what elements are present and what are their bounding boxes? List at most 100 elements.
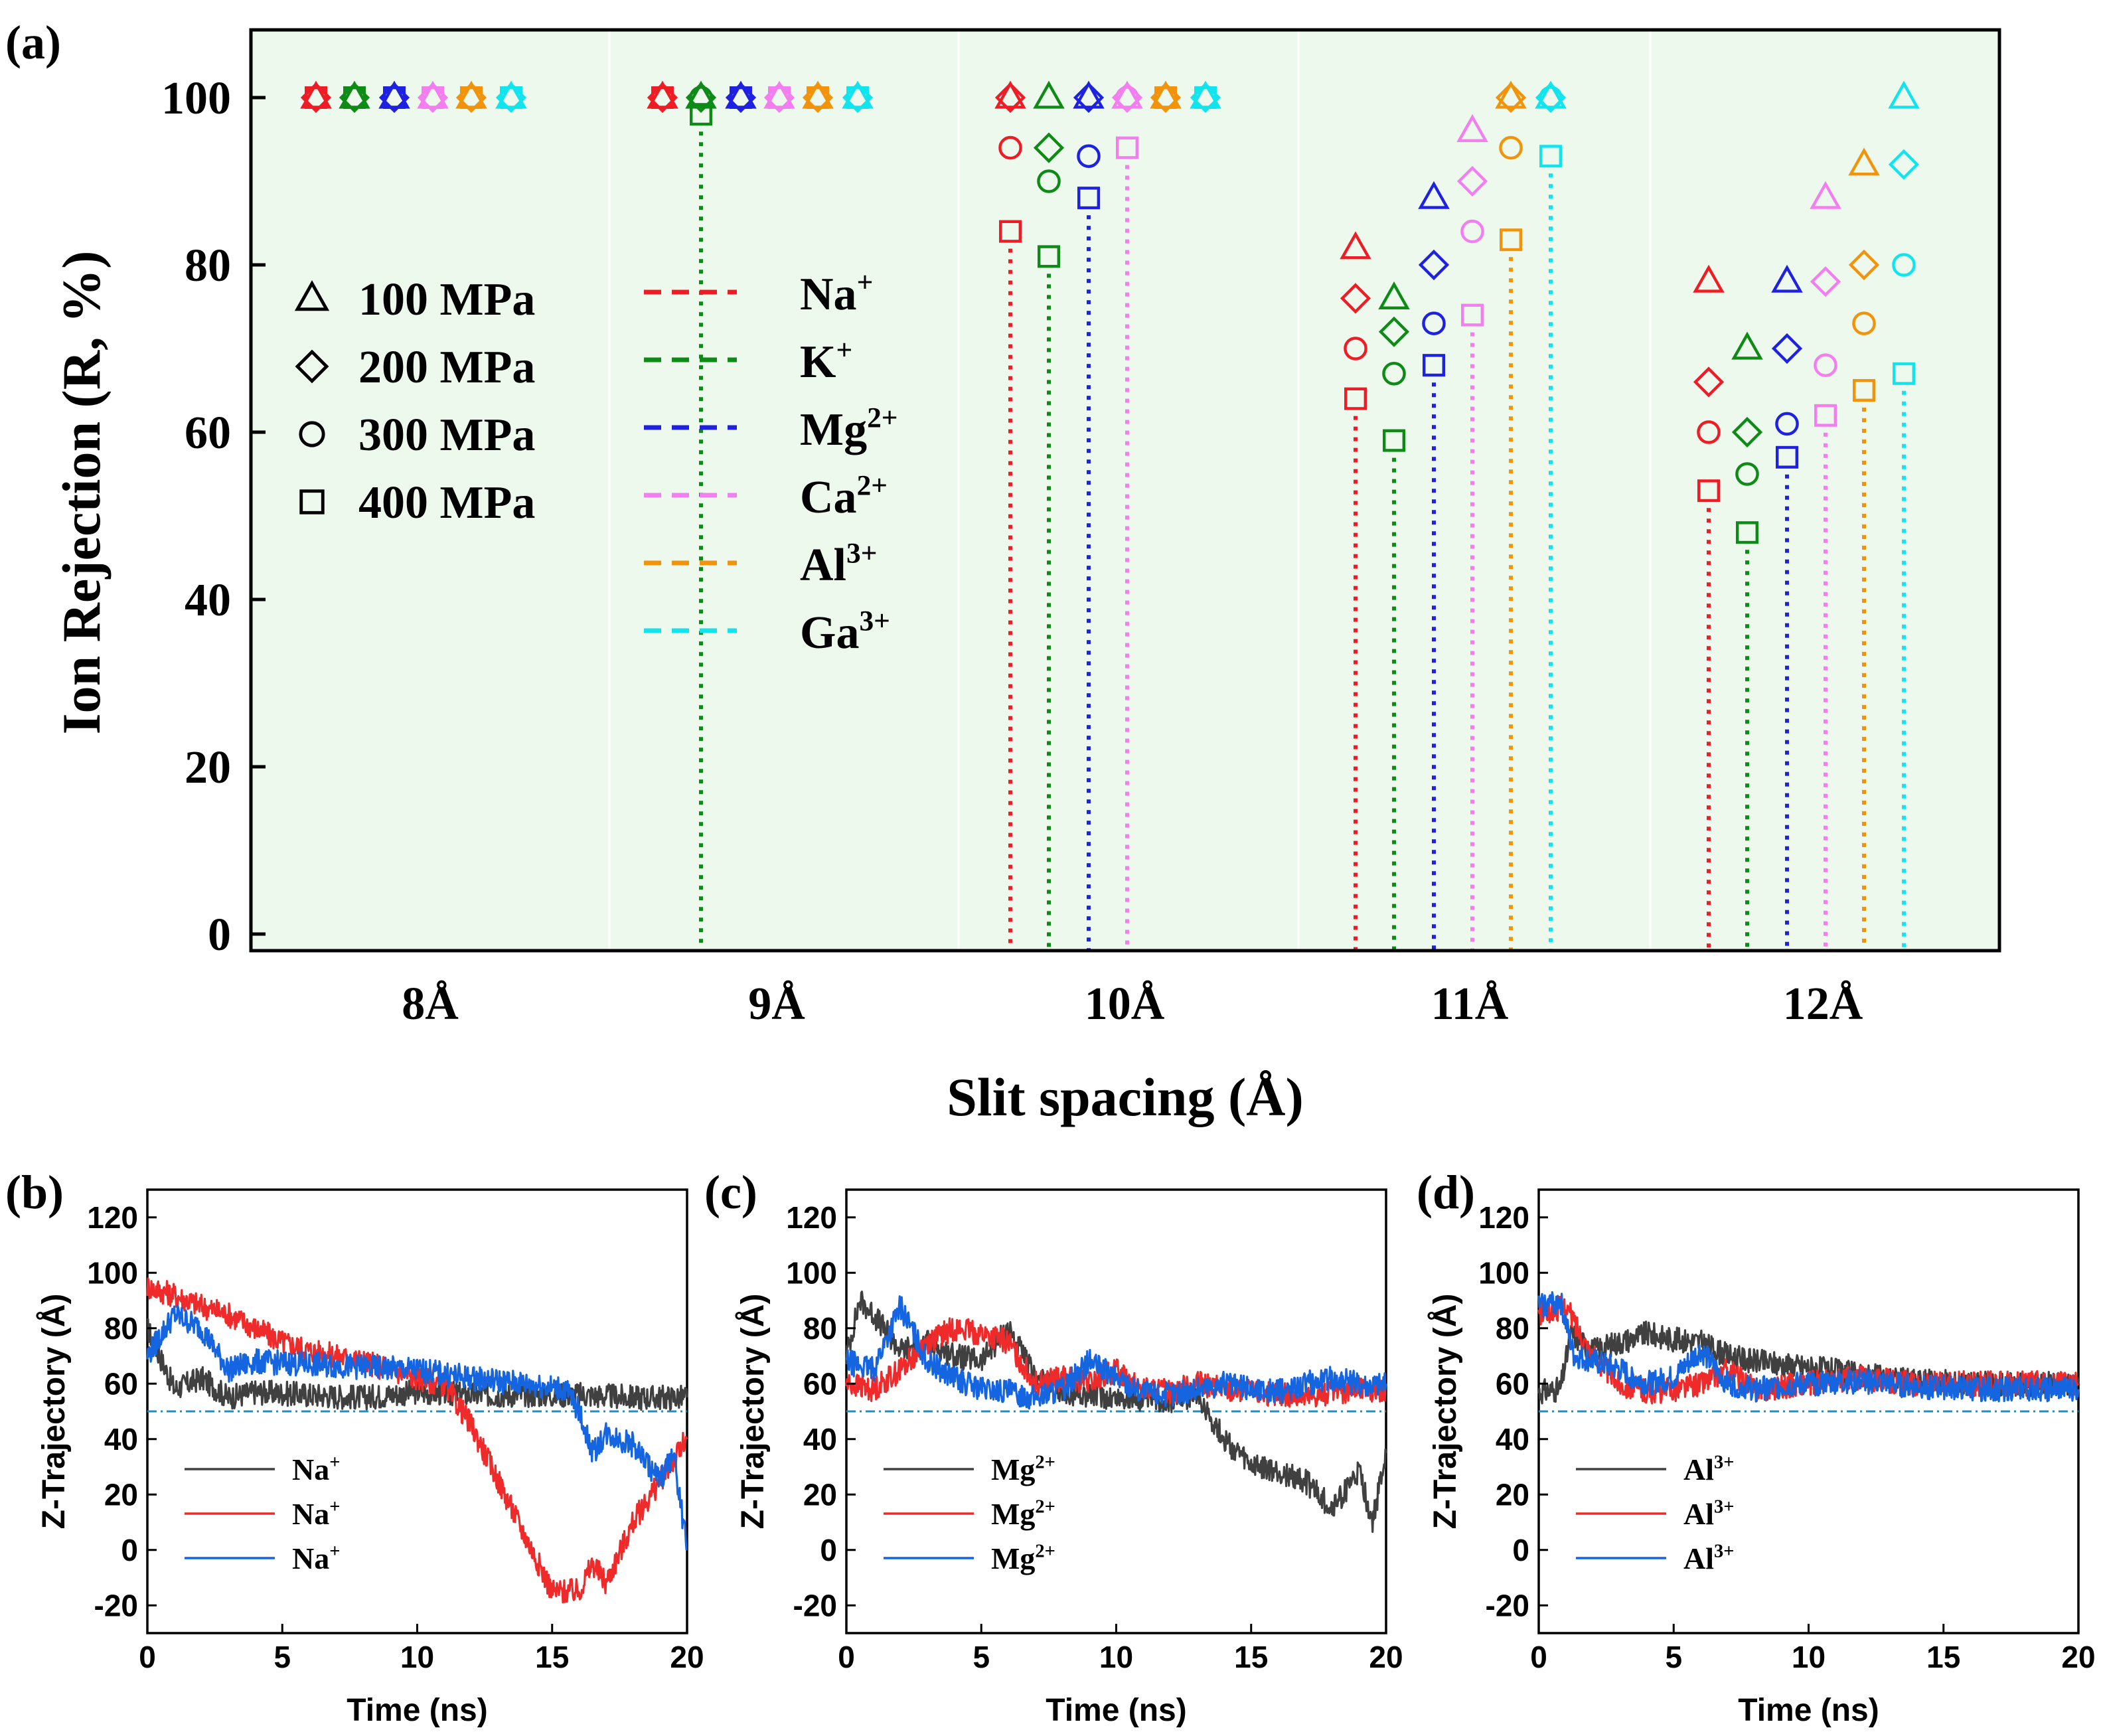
y-tick-label: 80 <box>1496 1311 1529 1346</box>
data-point-square <box>1154 86 1177 109</box>
legend-ion-label: Mg2+ <box>991 1453 1055 1486</box>
data-point-triangle <box>1693 264 1725 293</box>
data-point-triangle <box>1456 114 1488 143</box>
y-tick-label: 40 <box>803 1422 837 1457</box>
data-point-square <box>1037 245 1060 268</box>
data-point-triangle <box>1810 181 1841 209</box>
data-point-square <box>343 86 366 109</box>
pressure-legend: 100 MPa 200 MPa 300 MPa 400 MPa <box>294 274 535 528</box>
y-axis-label: Ion Rejection (R, %) <box>51 251 112 735</box>
data-point-diamond <box>1340 283 1371 314</box>
trajectory-line <box>845 1295 1387 1410</box>
legend-ion-label: Mg2+ <box>991 1497 1055 1531</box>
data-point-circle <box>1814 353 1837 378</box>
data-point-circle <box>1499 135 1523 160</box>
x-axis-label: Time (ns) <box>1738 1693 1879 1728</box>
x-tick-label: 10 <box>400 1640 434 1674</box>
data-point-circle <box>1775 412 1799 436</box>
y-tick-label: -20 <box>793 1588 837 1622</box>
panel-a: (a) 0 20 40 60 80 100 8Å 9Å 10Å 11Å 12Å Slit spacing… <box>5 16 2001 1127</box>
legend-ion-label: Mg2+ <box>991 1541 1055 1575</box>
y-tick-label: 60 <box>104 1366 138 1401</box>
y-tick-label: 80 <box>104 1311 138 1346</box>
y-tick-label: 80 <box>803 1311 837 1346</box>
legend-marker-diamond <box>295 349 329 384</box>
y-tick-label: 120 <box>786 1200 837 1235</box>
data-point-diamond <box>1693 366 1725 398</box>
y-tick-label: 0 <box>121 1533 138 1567</box>
y-tick-label: 100 <box>786 1255 837 1290</box>
y-tick-label: 40 <box>1496 1422 1529 1457</box>
y-axis-label: Z-Trajectory (Å) <box>36 1294 72 1530</box>
data-point-square <box>305 86 328 109</box>
data-point-diamond <box>1810 266 1841 297</box>
x-tick-label: 11Å <box>1431 979 1509 1030</box>
y-tick-label: -20 <box>1486 1588 1529 1622</box>
y-tick-label: 100 <box>161 73 231 124</box>
legend-ion-label: Al3+ <box>1683 1541 1735 1575</box>
data-point-square <box>846 86 869 109</box>
data-point-circle <box>1852 311 1876 336</box>
x-tick-label: 0 <box>139 1640 156 1674</box>
legend-ion-label: Na+ <box>292 1541 340 1575</box>
legend-label: 400 MPa <box>358 477 535 528</box>
y-tick-label: 60 <box>1496 1366 1529 1401</box>
data-point-square <box>806 86 829 109</box>
y-tick-label: 80 <box>185 240 231 291</box>
data-point-triangle <box>1495 80 1527 109</box>
x-axis-label: Time (ns) <box>1046 1693 1186 1728</box>
data-point-triangle <box>1073 80 1105 109</box>
data-point-circle <box>1422 311 1446 336</box>
x-tick-label: 15 <box>535 1640 569 1674</box>
x-axis-label: Slit spacing (Å) <box>947 1067 1304 1127</box>
data-point-diamond <box>1731 416 1763 448</box>
y-tick-label: 20 <box>104 1477 138 1512</box>
data-point-circle <box>1539 86 1563 110</box>
y-tick-label: -20 <box>94 1588 138 1622</box>
x-tick-label: 20 <box>1369 1640 1403 1674</box>
x-tick-label: 10 <box>1099 1640 1133 1674</box>
y-tick-label: 120 <box>87 1200 138 1235</box>
data-point-square <box>1892 362 1915 385</box>
x-tick-label: 20 <box>670 1640 704 1674</box>
x-tick-label: 9Å <box>748 979 805 1030</box>
legend-ion-label: Al3+ <box>1683 1497 1735 1531</box>
data-point-diamond <box>1033 132 1065 163</box>
legend-ion-label: Mg2+ <box>800 402 898 455</box>
panel-label: (c) <box>704 1166 757 1219</box>
x-tick-label: 10 <box>1792 1640 1826 1674</box>
data-point-diamond <box>1418 249 1450 281</box>
legend-marker-triangle <box>294 279 330 311</box>
data-point-square <box>1460 303 1484 327</box>
x-axis-label: Time (ns) <box>347 1693 487 1728</box>
legend-label: 100 MPa <box>358 274 535 325</box>
data-point-square <box>1539 145 1562 168</box>
data-point-square <box>1382 429 1405 452</box>
data-point-diamond <box>1888 149 1920 180</box>
data-point-triangle <box>1340 231 1371 260</box>
data-point-triangle <box>1888 80 1920 109</box>
data-point-square <box>1194 86 1217 109</box>
data-point-square <box>729 86 752 109</box>
trajectory-line <box>1537 1291 2080 1403</box>
data-point-diamond <box>994 82 1026 114</box>
legend-ion-label: Ga3+ <box>800 605 890 659</box>
x-tick-label: 20 <box>2061 1640 2095 1674</box>
data-point-circle <box>1460 219 1484 244</box>
y-tick-label: 40 <box>104 1422 138 1457</box>
data-point-square <box>1697 479 1720 503</box>
data-point-square <box>500 86 523 109</box>
data-point-triangle <box>994 80 1026 109</box>
data-point-triangle <box>1848 147 1880 176</box>
data-point-triangle <box>1418 181 1450 209</box>
data-point-diamond <box>1771 333 1803 364</box>
x-tick-label: 5 <box>1665 1640 1682 1674</box>
x-tick-label: 0 <box>838 1640 855 1674</box>
y-tick-label: 20 <box>1496 1477 1529 1512</box>
legend-ion-label: Al3+ <box>800 537 877 591</box>
x-tick-label: 15 <box>1234 1640 1268 1674</box>
y-tick-label: 0 <box>820 1533 837 1567</box>
